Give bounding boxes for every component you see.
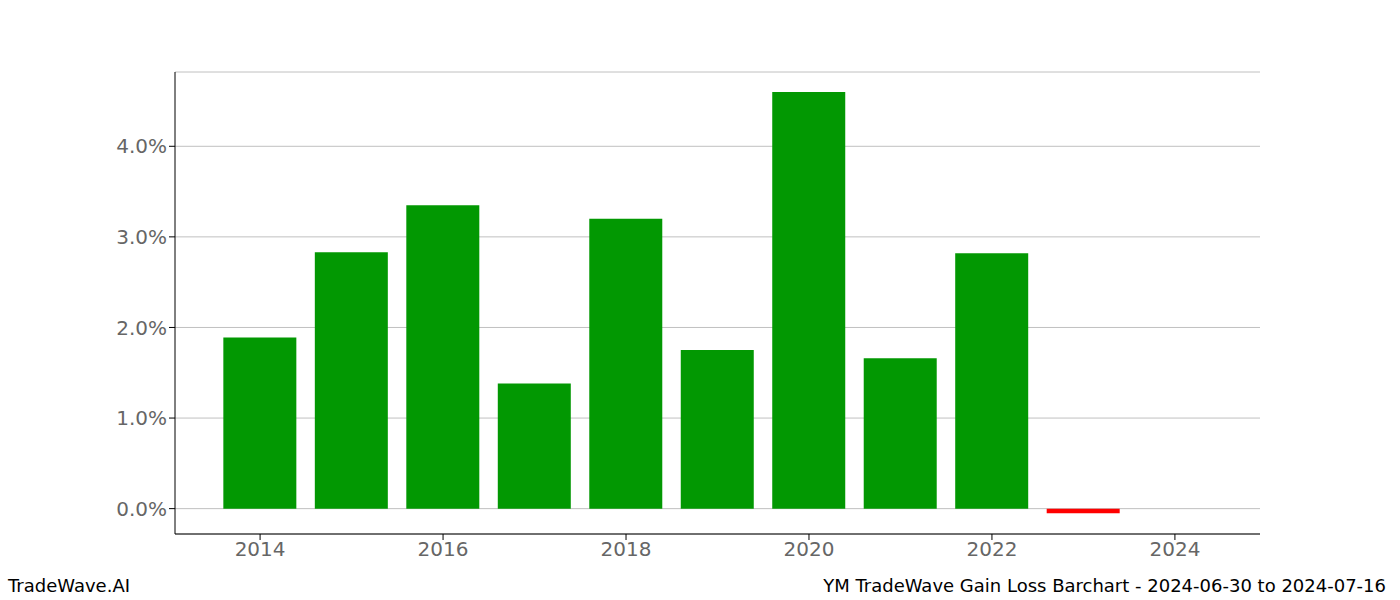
html-text:TradeWave.AI: TradeWave.AI <box>8 575 130 596</box>
svg-text:2018: 2018 <box>601 537 652 561</box>
svg-text:2022: 2022 <box>966 537 1017 561</box>
svg-text:0.0%: 0.0% <box>116 497 167 521</box>
svg-text:2016: 2016 <box>418 537 469 561</box>
svg-text:2020: 2020 <box>784 537 835 561</box>
svg-text:2014: 2014 <box>235 537 286 561</box>
svg-text:1.0%: 1.0% <box>116 406 167 430</box>
svg-text:3.0%: 3.0% <box>116 225 167 249</box>
svg-text:4.0%: 4.0% <box>116 134 167 158</box>
svg-text:2.0%: 2.0% <box>116 316 167 340</box>
html-text:YM TradeWave Gain Loss Barchar: YM TradeWave Gain Loss Barchart - 2024-0… <box>823 575 1386 596</box>
svg-text:2024: 2024 <box>1149 537 1200 561</box>
